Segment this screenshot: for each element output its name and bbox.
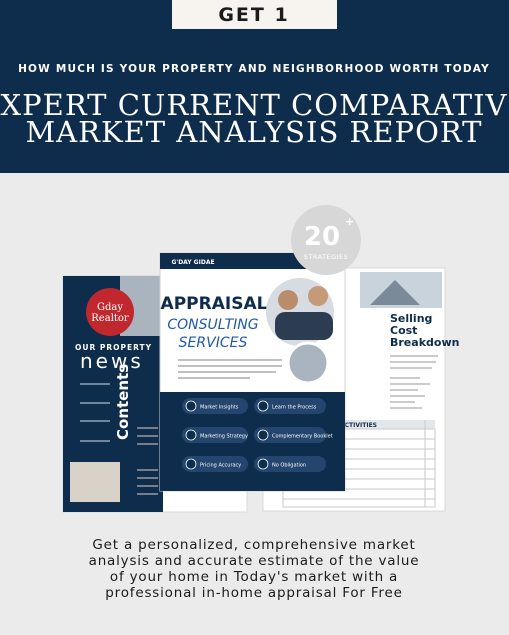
pill-label: Marketing Strategy [200,434,248,440]
footer-line: professional in-home appraisal For Free [105,585,402,601]
pill-icon [257,400,269,412]
badge-text: GET 1 [218,4,289,26]
logo-text: Gday [97,302,123,313]
logo-text: Realtor [91,313,129,324]
center-title: APPRAISAL [161,294,268,314]
badge-label: STRATEGIES [304,253,349,261]
title-line: EXPERT CURRENT COMPARATIVE [0,88,509,122]
pill-icon [185,429,197,441]
center-subtitle: CONSULTING [167,317,258,333]
badge [172,0,337,29]
right-heading: Selling [390,312,432,325]
pill-label: Learn the Process [272,405,317,411]
brand: G'DAY GIDAE [171,259,214,266]
pill [182,456,248,472]
headline: news [80,349,144,373]
center-brochure: G'DAY GIDAE APPRAISAL CONSULTING SERVICE… [159,252,346,492]
footer-line: analysis and accurate estimate of the va… [89,553,420,569]
side-title: Contents [114,364,132,440]
pill [254,427,326,443]
badge-plus: + [345,215,354,228]
badge-number: 20 [304,222,340,252]
table-header: ACTIVITIES [340,422,377,429]
pill-label: No Obligation [272,463,306,469]
subtitle: HOW MUCH IS YOUR PROPERTY AND NEIGHBORHO… [18,63,490,75]
pill-icon [185,400,197,412]
pill-label: Pricing Accuracy [200,463,241,469]
kicker: OUR PROPERTY [75,343,152,352]
title-line: MARKET ANALYSIS REPORT [25,115,482,149]
pill-icon [185,458,197,470]
pill-icon [257,429,269,441]
pill [182,398,248,414]
center-subtitle: SERVICES [179,335,248,351]
pill-label: Complementary Booklet [272,434,333,440]
footer-line: Get a personalized, comprehensive market [92,537,415,553]
right-heading: Cost [390,324,417,337]
pill-label: Market Insights [200,405,239,411]
footer-line: of your home in Today's market with a [110,569,398,585]
right-heading: Breakdown [390,336,459,349]
pill-icon [257,458,269,470]
count-badge [291,205,361,275]
pill [254,398,326,414]
pill [254,456,326,472]
pill [182,427,248,443]
